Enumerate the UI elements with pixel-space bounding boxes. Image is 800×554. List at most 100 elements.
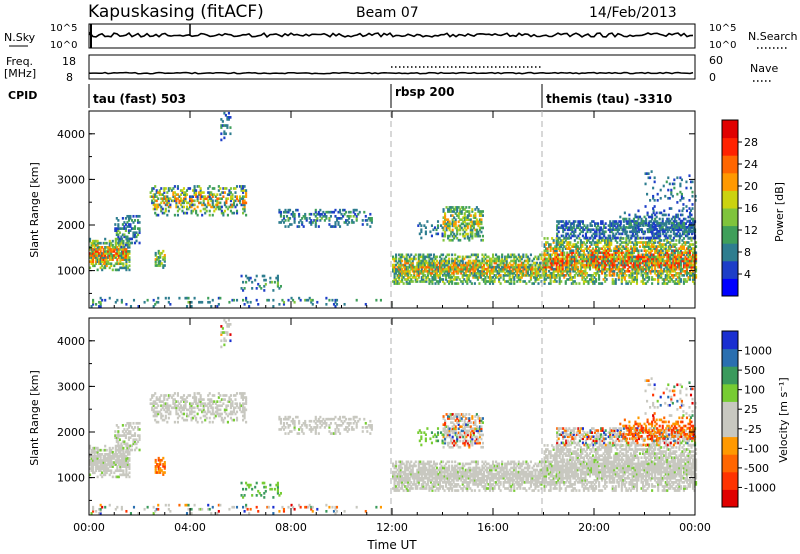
power-cell	[568, 220, 571, 223]
power-cell	[640, 271, 643, 275]
power-cell	[634, 263, 637, 267]
power-cell	[687, 253, 690, 257]
power-cell	[288, 223, 292, 226]
power-cell	[445, 218, 448, 222]
power-cell	[566, 269, 569, 273]
power-cell	[501, 261, 504, 265]
power-cell	[526, 257, 529, 261]
power-cell	[499, 276, 502, 279]
power-cell	[232, 201, 236, 205]
power-cell	[525, 263, 528, 267]
power-cell	[319, 208, 322, 212]
power-cell	[645, 223, 648, 227]
power-cell	[234, 199, 237, 203]
power-cell	[543, 237, 546, 240]
power-cell	[678, 228, 681, 232]
power-cell	[569, 243, 572, 246]
velocity-cell	[123, 459, 126, 462]
power-cell	[601, 230, 604, 234]
power-cell	[301, 217, 304, 220]
power-cell	[287, 225, 290, 228]
power-cell	[534, 265, 537, 269]
power-cell	[90, 243, 93, 247]
power-cell	[575, 247, 578, 251]
power-cell	[463, 224, 466, 228]
power-cell	[196, 205, 199, 209]
power-cell	[640, 253, 643, 257]
power-cell	[617, 251, 620, 255]
power-cell	[610, 257, 613, 261]
power-cell	[219, 201, 222, 205]
power-cell	[560, 261, 563, 265]
velocity-cell	[122, 459, 125, 462]
power-cell	[463, 257, 466, 261]
power-cell	[640, 274, 643, 277]
power-cell	[615, 226, 618, 230]
power-cell	[104, 252, 107, 255]
power-cell	[654, 245, 657, 248]
power-cell	[423, 265, 426, 269]
power-cell	[559, 220, 562, 223]
velocity-cell	[114, 436, 117, 439]
power-cell	[682, 263, 685, 267]
power-cell	[695, 251, 698, 255]
power-cell	[485, 259, 489, 263]
velocity-cell	[126, 457, 129, 460]
power-cell	[404, 261, 407, 265]
power-cell	[201, 195, 204, 199]
power-cell	[462, 232, 465, 236]
power-cell	[99, 248, 102, 251]
power-cell	[476, 263, 479, 267]
power-cell	[628, 257, 631, 261]
power-cell	[114, 229, 117, 232]
power-cell	[110, 243, 113, 247]
power-cell	[675, 213, 678, 217]
power-cell	[590, 280, 593, 283]
power-cell	[673, 227, 676, 231]
power-cell	[471, 236, 474, 240]
power-cell	[672, 280, 675, 283]
power-cell	[666, 220, 669, 223]
power-cell	[417, 255, 420, 259]
power-cell	[514, 263, 517, 267]
power-cell	[596, 257, 599, 261]
power-cell	[675, 222, 678, 225]
power-cell	[660, 255, 663, 259]
power-cell	[493, 257, 496, 261]
power-cell	[451, 222, 454, 226]
power-ylabel: Slant Range [km]	[28, 162, 41, 258]
power-cell	[113, 245, 116, 249]
power-cell	[278, 302, 281, 306]
power-cell	[631, 255, 634, 259]
power-cell	[511, 276, 514, 279]
power-cell	[694, 199, 697, 202]
power-cell	[632, 280, 635, 283]
power-cell	[349, 214, 352, 218]
power-cell	[614, 245, 617, 248]
power-cell	[101, 245, 104, 249]
power-cell	[396, 282, 399, 285]
power-cell	[229, 187, 233, 190]
power-cell	[121, 227, 124, 230]
power-cell	[682, 217, 685, 221]
power-cell	[595, 228, 598, 232]
power-cell	[108, 296, 111, 300]
power-cell	[691, 243, 695, 246]
power-cell	[557, 239, 560, 242]
power-cell	[267, 298, 270, 302]
power-cell	[242, 197, 245, 201]
power-cell	[208, 191, 211, 194]
power-cell	[475, 274, 478, 277]
power-cell	[407, 259, 410, 263]
power-cell	[656, 234, 659, 238]
velocity-cell	[110, 455, 113, 458]
power-cell	[549, 247, 552, 251]
power-cell	[442, 238, 445, 242]
power-cell	[298, 214, 301, 218]
power-cell	[658, 274, 661, 277]
power-cell	[551, 271, 554, 275]
power-cell	[637, 259, 640, 263]
power-cell	[595, 226, 598, 230]
power-cell	[507, 274, 510, 277]
power-cell	[625, 261, 628, 265]
